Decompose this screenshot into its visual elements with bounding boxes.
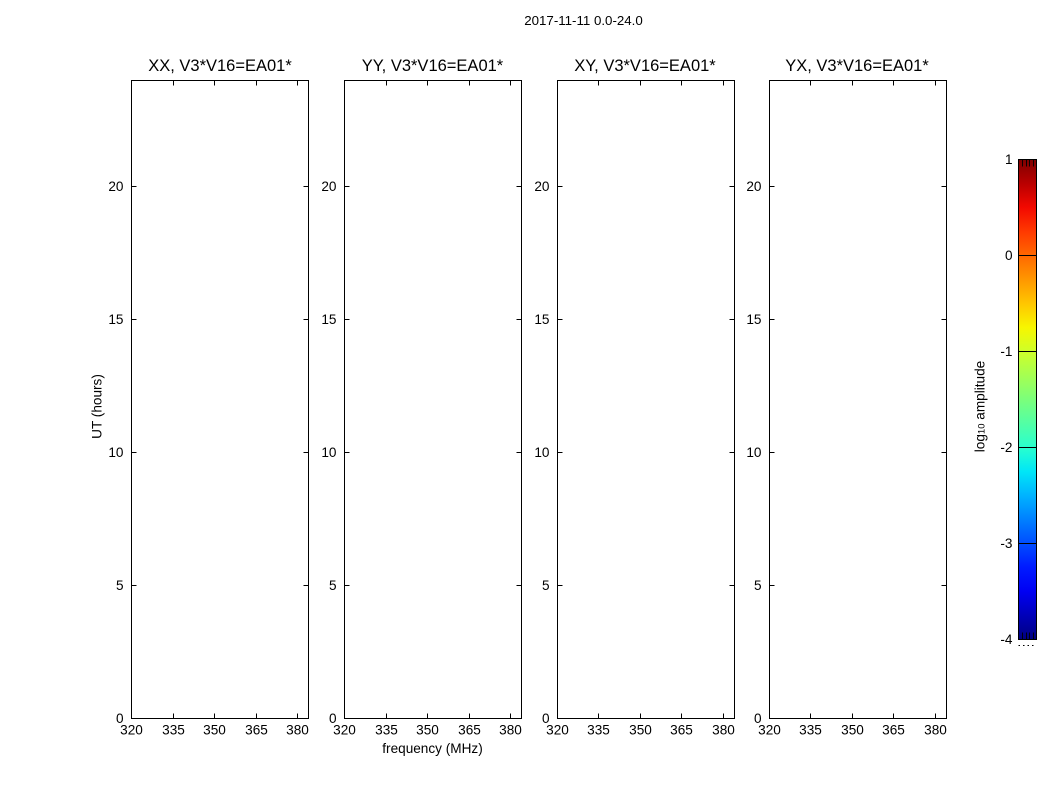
svg-text:5: 5: [754, 578, 762, 593]
svg-text:380: 380: [286, 723, 309, 738]
svg-text:0: 0: [1005, 248, 1013, 263]
svg-text:15: 15: [746, 312, 761, 327]
svg-text:380: 380: [712, 723, 735, 738]
svg-text:320: 320: [758, 723, 781, 738]
svg-text:5: 5: [329, 578, 337, 593]
svg-text:350: 350: [416, 723, 439, 738]
svg-text:0: 0: [116, 711, 124, 726]
svg-text:0: 0: [754, 711, 762, 726]
svg-text:10: 10: [321, 445, 337, 460]
svg-text:-4: -4: [1000, 632, 1013, 647]
svg-text:380: 380: [924, 723, 947, 738]
svg-text:-2: -2: [1000, 440, 1012, 455]
svg-text:15: 15: [321, 312, 336, 327]
svg-text:-3: -3: [1000, 536, 1012, 551]
svg-text:1: 1: [1005, 152, 1013, 167]
svg-text:350: 350: [841, 723, 864, 738]
svg-text:365: 365: [458, 723, 481, 738]
svg-text:365: 365: [245, 723, 268, 738]
svg-text:5: 5: [116, 578, 124, 593]
svg-text:20: 20: [108, 179, 124, 194]
svg-text:350: 350: [629, 723, 652, 738]
svg-text:335: 335: [587, 723, 610, 738]
svg-text:-1: -1: [1000, 344, 1012, 359]
svg-text:20: 20: [746, 179, 762, 194]
svg-text:10: 10: [108, 445, 124, 460]
svg-text:365: 365: [882, 723, 905, 738]
svg-text:335: 335: [375, 723, 398, 738]
svg-text:320: 320: [333, 723, 356, 738]
svg-text:20: 20: [534, 179, 550, 194]
svg-text:10: 10: [746, 445, 762, 460]
svg-text:335: 335: [162, 723, 185, 738]
svg-text:350: 350: [203, 723, 226, 738]
svg-text:15: 15: [534, 312, 549, 327]
svg-text:20: 20: [321, 179, 337, 194]
svg-text:10: 10: [534, 445, 550, 460]
svg-text:380: 380: [499, 723, 522, 738]
svg-text:15: 15: [108, 312, 123, 327]
svg-text:0: 0: [542, 711, 550, 726]
svg-text:320: 320: [546, 723, 569, 738]
svg-text:320: 320: [120, 723, 143, 738]
svg-text:335: 335: [799, 723, 822, 738]
svg-text:365: 365: [670, 723, 693, 738]
svg-text:0: 0: [329, 711, 337, 726]
svg-text:5: 5: [542, 578, 550, 593]
